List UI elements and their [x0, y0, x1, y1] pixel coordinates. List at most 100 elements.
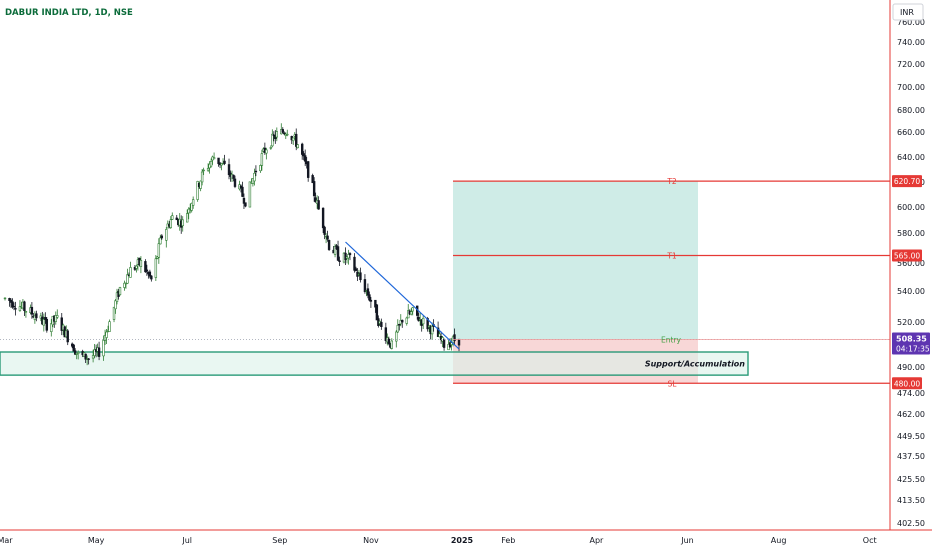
candle-body — [410, 311, 413, 315]
candle-body — [56, 315, 59, 318]
candle-body — [12, 305, 16, 308]
candle — [102, 335, 105, 361]
candle-body — [24, 311, 28, 313]
candle — [323, 225, 326, 240]
time-tick-label: Feb — [501, 536, 515, 545]
candle — [275, 127, 279, 142]
candle-body — [259, 165, 262, 172]
time-tick-label: Apr — [589, 536, 604, 545]
candle-body — [14, 308, 17, 310]
time-axis[interactable]: Mar May Jul Sep Nov 2025 Feb Apr Jun Aug Oct — [0, 536, 877, 545]
candle-body — [417, 316, 420, 322]
candle-body — [217, 157, 220, 165]
price-tick-label: 660.00 — [897, 128, 925, 137]
candle-body — [296, 144, 299, 149]
price-tick-label: 474.00 — [897, 389, 925, 398]
downtrend-line[interactable] — [345, 241, 460, 350]
candle-body — [45, 319, 49, 331]
candle-body — [233, 178, 237, 187]
candle-body — [453, 334, 456, 342]
candle — [411, 306, 414, 316]
candle-body — [232, 174, 235, 179]
candle — [200, 168, 204, 186]
candle — [30, 302, 34, 319]
candle — [348, 252, 352, 261]
candle — [338, 256, 341, 267]
price-tick-label: 580.00 — [897, 229, 925, 238]
candle — [253, 168, 256, 186]
currency-box[interactable] — [892, 3, 924, 21]
candle-body — [129, 267, 132, 278]
candle-body — [11, 301, 14, 308]
time-tick-label: 2025 — [451, 536, 474, 545]
candle-body — [311, 175, 314, 184]
price-tick-label: 520.00 — [897, 318, 925, 327]
candle — [123, 280, 126, 291]
candle — [18, 300, 22, 312]
candle — [430, 322, 434, 340]
candle — [115, 288, 119, 305]
current-price-badge — [892, 332, 930, 355]
candle-body — [295, 133, 298, 147]
candle-body — [135, 265, 138, 269]
candle-body — [366, 288, 370, 296]
candle-body — [200, 171, 204, 183]
price-axis[interactable]: 402.50 413.50 425.50 437.50 449.50 462.00 474.… — [897, 18, 925, 528]
candlestick-series — [3, 123, 461, 366]
time-tick-label: Oct — [863, 536, 877, 545]
candle-body — [148, 271, 152, 277]
candle-body — [144, 261, 147, 273]
candle-body — [260, 153, 264, 166]
candle — [390, 338, 394, 350]
candle — [103, 329, 107, 345]
candle — [84, 353, 87, 364]
candle-body — [190, 203, 193, 211]
candle-body — [387, 338, 391, 344]
candle-body — [338, 260, 341, 262]
candle-body — [123, 282, 126, 288]
candle-body — [374, 299, 377, 308]
candle — [181, 216, 184, 232]
candle — [354, 266, 358, 272]
currency-label: INR — [900, 8, 914, 17]
candle — [333, 243, 337, 258]
candle-body — [114, 300, 117, 310]
candle — [303, 149, 307, 167]
candle-body — [60, 317, 63, 331]
level-label-t1: T1 — [666, 252, 677, 261]
candle — [159, 234, 162, 245]
candle-body — [175, 217, 178, 221]
candle-body — [118, 287, 122, 295]
candle — [300, 142, 304, 160]
candle — [165, 227, 168, 248]
candle — [292, 137, 295, 145]
candle — [186, 209, 189, 223]
candle-body — [317, 200, 320, 210]
candle — [87, 358, 90, 365]
price-tick-label: 680.00 — [897, 106, 925, 115]
candle — [11, 298, 14, 309]
candle — [154, 255, 158, 281]
candle — [105, 329, 108, 344]
level-label-sl: SL — [668, 379, 678, 388]
candle-body — [154, 258, 158, 278]
candle-body — [398, 323, 401, 326]
candle-body — [306, 161, 310, 178]
candle-body — [312, 181, 316, 197]
price-tick-label: 402.50 — [897, 519, 925, 528]
price-badge-sl — [892, 377, 922, 390]
candle-body — [171, 215, 174, 220]
candle-body — [23, 301, 26, 312]
candle-body — [421, 317, 425, 325]
candle — [259, 164, 262, 173]
candle — [206, 163, 210, 172]
candle — [139, 256, 143, 274]
candle-body — [323, 226, 326, 235]
candle — [73, 348, 77, 356]
candle — [8, 297, 11, 307]
candle — [91, 349, 95, 363]
candle — [359, 267, 362, 283]
price-badge-t1 — [892, 249, 922, 262]
candle-body — [18, 306, 22, 311]
